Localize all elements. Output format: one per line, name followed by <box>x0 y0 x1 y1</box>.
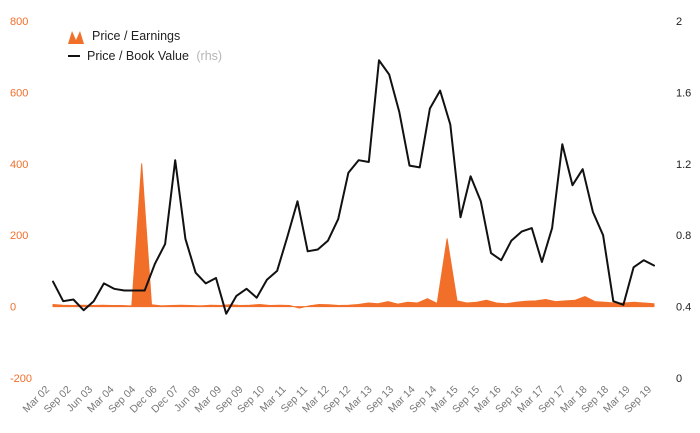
right-axis-tick-label: 1.6 <box>676 87 691 99</box>
legend: Price / Earnings Price / Book Value (rhs… <box>68 29 222 63</box>
legend-pb-suffix: (rhs) <box>196 49 222 63</box>
legend-pe-label: Price / Earnings <box>92 29 180 43</box>
right-axis-tick-label: 2 <box>676 16 682 28</box>
legend-pe-swatch <box>68 31 84 44</box>
pe-area <box>52 163 655 309</box>
left-y-axis: 800 600 400 200 0 -200 <box>10 16 32 385</box>
right-axis-tick-label: 0.8 <box>676 230 691 242</box>
legend-item-pb: Price / Book Value (rhs) <box>68 49 222 63</box>
left-axis-tick-label: 600 <box>10 87 28 99</box>
left-axis-tick-label: 400 <box>10 159 28 171</box>
right-axis-tick-label: 0.4 <box>676 302 691 314</box>
legend-item-pe: Price / Earnings <box>68 29 180 44</box>
left-axis-tick-label: -200 <box>10 373 32 385</box>
left-axis-tick-label: 0 <box>10 302 16 314</box>
left-axis-tick-label: 800 <box>10 16 28 28</box>
left-axis-tick-label: 200 <box>10 230 28 242</box>
pb-series <box>52 59 655 315</box>
pb-line <box>52 59 655 315</box>
legend-pb-label: Price / Book Value (rhs) <box>87 49 222 63</box>
right-axis-tick-label: 1.2 <box>676 159 691 171</box>
right-axis-tick-label: 0 <box>676 373 682 385</box>
pe-series <box>52 163 655 309</box>
legend-pb-name: Price / Book Value <box>87 49 189 63</box>
right-y-axis: 2 1.6 1.2 0.8 0.4 0 <box>676 16 691 385</box>
